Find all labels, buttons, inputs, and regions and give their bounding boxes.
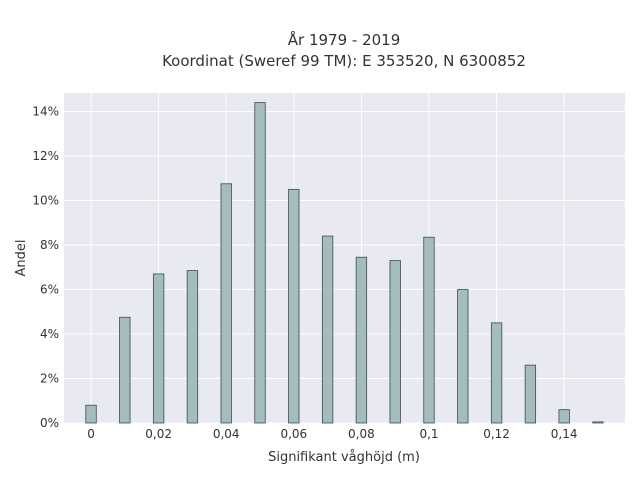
bar [423, 236, 435, 424]
y-tick-label: 2% [40, 371, 59, 385]
x-tick-label: 0,1 [419, 427, 438, 441]
bar [389, 260, 401, 424]
bar [592, 421, 604, 424]
x-axis-ticks: 0 0,02 0,04 0,06 0,08 0,1 0,12 0,14 [87, 427, 577, 441]
y-tick-label: 14% [32, 104, 59, 118]
bar [186, 270, 199, 424]
y-tick-label: 10% [32, 193, 59, 207]
bar [524, 364, 537, 424]
y-tick-label: 8% [40, 238, 59, 252]
bar [355, 256, 368, 424]
y-tick-label: 0% [40, 416, 59, 430]
bar [220, 183, 232, 424]
bar [85, 404, 97, 424]
bar [558, 409, 570, 424]
x-tick-label: 0,06 [280, 427, 307, 441]
x-tick-label: 0,12 [483, 427, 510, 441]
y-tick-label: 12% [32, 149, 59, 163]
x-tick-label: 0,08 [348, 427, 375, 441]
y-tick-label: 4% [40, 327, 59, 341]
y-tick-label: 6% [40, 282, 59, 296]
y-axis-ticks: 0% 2% 4% 6% 8% 10% 12% 14% [32, 104, 59, 430]
x-tick-label: 0,14 [551, 427, 578, 441]
bar [254, 102, 266, 424]
x-tick-label: 0,04 [213, 427, 240, 441]
plot-area [64, 93, 625, 423]
bars [85, 102, 604, 424]
x-axis-label: Signifikant våghöjd (m) [268, 450, 420, 465]
x-tick-label: 0 [87, 427, 95, 441]
bar [490, 322, 503, 424]
bar [152, 273, 165, 424]
x-tick-label: 0,02 [145, 427, 172, 441]
y-axis-label: Andel [14, 240, 29, 277]
bar [119, 316, 131, 424]
chart-subtitle: Koordinat (Sweref 99 TM): E 353520, N 63… [162, 52, 526, 70]
chart-title: År 1979 - 2019 [288, 30, 401, 49]
bar [288, 188, 300, 424]
bar [457, 289, 469, 424]
bar [321, 235, 334, 424]
